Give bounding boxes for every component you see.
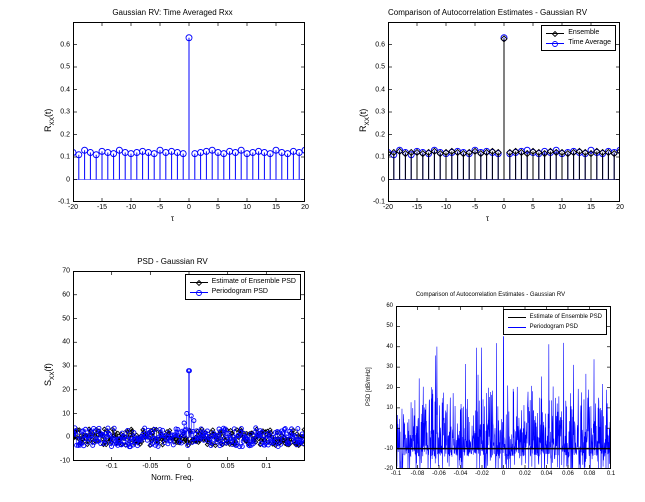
ylabel: PSD [dB/mHz] [366, 367, 372, 406]
ytick-label: 0.1 [60, 154, 70, 161]
xtick-label: 15 [587, 204, 595, 211]
ylabel: RXX(t) [43, 109, 56, 132]
ytick-label: 0.3 [375, 109, 385, 116]
chart-title: Comparison of Autocorrelation Estimates … [340, 8, 635, 17]
xtick-label: -0.02 [475, 471, 489, 477]
xtick-label: -0.06 [432, 471, 446, 477]
ytick-label: 0 [66, 434, 70, 441]
ytick-label: 40 [62, 339, 70, 346]
xtick-label: -0.08 [411, 471, 425, 477]
ytick-label: 0 [381, 176, 385, 183]
xtick-label: -10 [126, 204, 136, 211]
panel-p3: PSD - Gaussian RV -0.1 -0.05 0 0.05 0.1 -10 0 10… [25, 255, 320, 490]
legend-label: Ensemble [568, 28, 599, 38]
xtick-label: 0.1 [607, 471, 615, 477]
ytick-label: 70 [62, 268, 70, 275]
ytick-label: 0 [66, 176, 70, 183]
ytick-label: 0.4 [375, 86, 385, 93]
chart-svg [73, 22, 305, 202]
ytick-label: 0.5 [60, 64, 70, 71]
legend-label: Periodogram PSD [212, 287, 268, 297]
ylabel: RXX(t) [358, 109, 371, 132]
legend-item: Estimate of Ensemble PSD [508, 312, 602, 322]
xtick-label: 0.08 [584, 471, 596, 477]
chart-title: Comparison of Autocorrelation Estimates … [358, 292, 623, 298]
legend: Estimate of Ensemble PSDPeriodogram PSD [185, 274, 301, 300]
ytick-label: 50 [62, 315, 70, 322]
ytick-label: -10 [384, 446, 393, 452]
xtick-label: 0.05 [221, 463, 235, 470]
legend-label: Estimate of Ensemble PSD [530, 312, 602, 322]
ytick-label: 10 [62, 410, 70, 417]
ytick-label: 0.2 [60, 131, 70, 138]
panel-p1: Gaussian RV: Time Averaged Rxx-20-15-10-… [25, 6, 320, 226]
xtick-label: 20 [616, 204, 624, 211]
ytick-label: -10 [60, 458, 70, 465]
xtick-label: 5 [216, 204, 220, 211]
xtick-label: -5 [472, 204, 478, 211]
chart-title: Gaussian RV: Time Averaged Rxx [25, 8, 320, 17]
xtick-label: 0 [502, 471, 505, 477]
ytick-label: 0.4 [60, 86, 70, 93]
ytick-label: 20 [62, 386, 70, 393]
ytick-label: 60 [62, 291, 70, 298]
xlabel: τ [340, 214, 635, 223]
panel-p2: Comparison of Autocorrelation Estimates … [340, 6, 635, 226]
legend-item: Periodogram PSD [190, 287, 296, 297]
xtick-label: -5 [157, 204, 163, 211]
xtick-label: -15 [97, 204, 107, 211]
ytick-label: 30 [386, 364, 393, 370]
xtick-label: 20 [301, 204, 309, 211]
ytick-label: 50 [386, 323, 393, 329]
ytick-label: 0 [390, 425, 393, 431]
ytick-label: 0.6 [60, 41, 70, 48]
ytick-label: 0.1 [375, 154, 385, 161]
xtick-label: 10 [243, 204, 251, 211]
ytick-label: 40 [386, 344, 393, 350]
xtick-label: -10 [441, 204, 451, 211]
ytick-label: -0.1 [58, 199, 70, 206]
xtick-label: -15 [412, 204, 422, 211]
panel-p4: Comparison of Autocorrelation Estimates … [358, 290, 623, 490]
xtick-label: 0.1 [261, 463, 271, 470]
xtick-label: 0.02 [519, 471, 531, 477]
xtick-label: 0.06 [562, 471, 574, 477]
ytick-label: 0.3 [60, 109, 70, 116]
plot-area [73, 22, 305, 202]
xtick-label: -0.05 [142, 463, 158, 470]
ytick-label: 10 [386, 405, 393, 411]
xtick-label: 10 [558, 204, 566, 211]
legend-label: Periodogram PSD [530, 322, 578, 332]
legend-label: Estimate of Ensemble PSD [212, 277, 296, 287]
xtick-label: 5 [531, 204, 535, 211]
legend-item: Ensemble [546, 28, 611, 38]
ytick-label: 0.5 [375, 64, 385, 71]
xtick-label: -0.04 [454, 471, 468, 477]
ytick-label: -0.1 [373, 199, 385, 206]
legend-item: Estimate of Ensemble PSD [190, 277, 296, 287]
xlabel: τ [25, 214, 320, 223]
xtick-label: 0 [502, 204, 506, 211]
legend-label: Time Average [568, 38, 611, 48]
legend-item: Periodogram PSD [508, 322, 602, 332]
legend-item: Time Average [546, 38, 611, 48]
xtick-label: 0.04 [541, 471, 553, 477]
ylabel: SXX(f) [43, 363, 56, 386]
ytick-label: 0.2 [375, 131, 385, 138]
xtick-label: 0 [187, 204, 191, 211]
chart-title: PSD - Gaussian RV [25, 257, 320, 266]
legend: EnsembleTime Average [541, 25, 616, 51]
ytick-label: 30 [62, 363, 70, 370]
ytick-label: 0.6 [375, 41, 385, 48]
xlabel: Norm. Freq. [25, 473, 320, 482]
xtick-label: 15 [272, 204, 280, 211]
ytick-label: -20 [384, 466, 393, 472]
ytick-label: 60 [386, 303, 393, 309]
legend: Estimate of Ensemble PSDPeriodogram PSD [503, 309, 607, 335]
ytick-label: 20 [386, 385, 393, 391]
figure: Gaussian RV: Time Averaged Rxx -20 -15 -10 -… [0, 0, 645, 502]
xtick-label: -0.1 [106, 463, 118, 470]
xtick-label: 0 [187, 463, 191, 470]
